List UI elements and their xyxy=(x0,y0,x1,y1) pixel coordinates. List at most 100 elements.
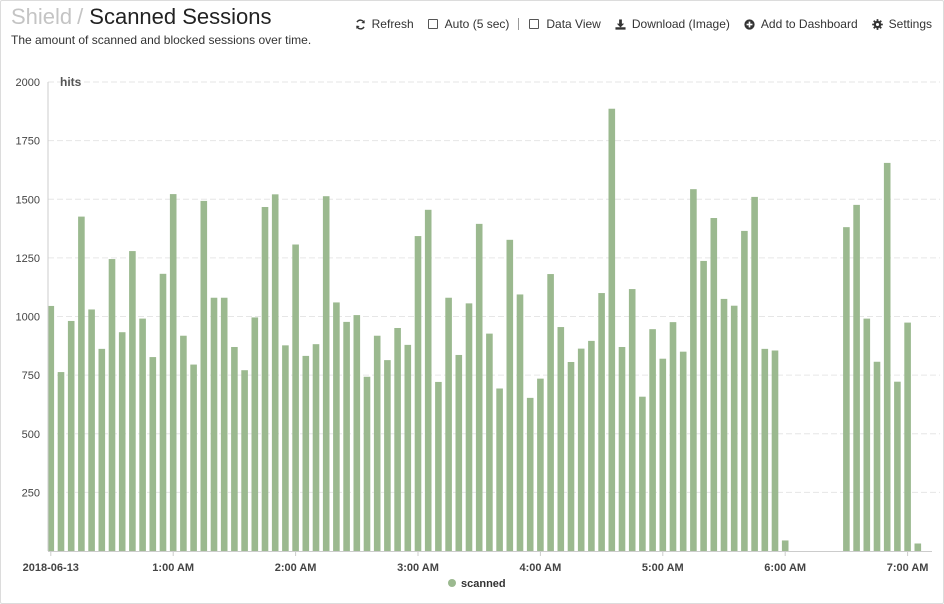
bar-scanned[interactable] xyxy=(292,244,299,552)
bar-scanned[interactable] xyxy=(628,289,636,551)
bar-scanned[interactable] xyxy=(741,230,748,551)
refresh-button[interactable]: Refresh xyxy=(355,17,414,31)
bar-scanned[interactable] xyxy=(394,327,401,551)
bar-scanned[interactable] xyxy=(843,227,850,551)
bar-scanned[interactable] xyxy=(435,381,442,551)
add-to-dashboard-button[interactable]: Add to Dashboard xyxy=(744,17,858,31)
bar-scanned[interactable] xyxy=(751,196,758,551)
bar-scanned[interactable] xyxy=(404,344,412,551)
bar-scanned[interactable] xyxy=(231,346,238,551)
bar-scanned[interactable] xyxy=(598,293,605,551)
bar-scanned[interactable] xyxy=(210,297,218,551)
bar-scanned[interactable] xyxy=(761,348,769,551)
bar-scanned[interactable] xyxy=(730,305,738,551)
legend-marker-scanned xyxy=(448,579,456,587)
bar-scanned[interactable] xyxy=(873,361,881,551)
bar-scanned[interactable] xyxy=(139,318,146,551)
bar-scanned[interactable] xyxy=(863,318,871,551)
bar-scanned[interactable] xyxy=(190,364,197,551)
bar-scanned[interactable] xyxy=(557,327,565,551)
bar-scanned[interactable] xyxy=(475,223,483,551)
bar-scanned[interactable] xyxy=(537,378,544,551)
bar-scanned[interactable] xyxy=(577,348,585,551)
bar-scanned[interactable] xyxy=(679,351,687,551)
bar-scanned[interactable] xyxy=(200,200,208,552)
refresh-icon xyxy=(355,18,365,30)
bar-scanned[interactable] xyxy=(271,194,279,551)
bar-scanned[interactable] xyxy=(108,259,116,551)
bar-scanned[interactable] xyxy=(129,251,136,551)
bar-scanned[interactable] xyxy=(57,372,65,551)
y-axis-label: hits xyxy=(60,75,82,89)
bar-scanned[interactable] xyxy=(241,370,248,551)
bar-scanned[interactable] xyxy=(384,360,391,551)
download-image-button[interactable]: Download (Image) xyxy=(615,17,730,31)
bar-scanned[interactable] xyxy=(353,315,361,551)
auto-refresh-toggle[interactable]: Auto (5 sec) xyxy=(427,17,510,31)
bar-scanned[interactable] xyxy=(853,204,860,552)
bar-scanned[interactable] xyxy=(883,162,891,551)
bar-scanned[interactable] xyxy=(363,376,371,551)
auto-refresh-checkbox[interactable] xyxy=(427,19,438,29)
bar-scanned[interactable] xyxy=(608,108,616,551)
bar-scanned[interactable] xyxy=(649,329,656,551)
bars xyxy=(47,108,922,552)
bar-scanned[interactable] xyxy=(180,335,187,551)
bar-scanned[interactable] xyxy=(159,273,167,551)
y-tick-label: 750 xyxy=(22,370,40,382)
bar-scanned[interactable] xyxy=(516,294,524,551)
bar-scanned[interactable] xyxy=(700,260,707,551)
bar-scanned[interactable] xyxy=(486,333,493,551)
data-view-checkbox[interactable] xyxy=(529,19,540,29)
bar-scanned[interactable] xyxy=(373,335,381,551)
bar-scanned[interactable] xyxy=(47,305,55,551)
bar-scanned[interactable] xyxy=(88,309,95,551)
bar-scanned[interactable] xyxy=(98,348,106,551)
bar-scanned[interactable] xyxy=(445,297,452,551)
y-tick-label: 500 xyxy=(22,429,40,441)
bar-scanned[interactable] xyxy=(669,322,677,551)
bar-scanned[interactable] xyxy=(322,196,330,551)
bar-scanned[interactable] xyxy=(781,540,789,551)
settings-button[interactable]: Settings xyxy=(871,17,932,31)
bar-scanned[interactable] xyxy=(414,236,422,551)
bar-scanned[interactable] xyxy=(78,216,85,551)
bar-scanned[interactable] xyxy=(67,320,75,551)
breadcrumb-parent[interactable]: Shield xyxy=(11,4,73,29)
bar-scanned[interactable] xyxy=(251,317,259,551)
bar-scanned[interactable] xyxy=(659,358,667,551)
bar-scanned[interactable] xyxy=(914,543,922,551)
bar-scanned[interactable] xyxy=(690,189,697,551)
bar-scanned[interactable] xyxy=(455,354,463,551)
bar-scanned[interactable] xyxy=(312,344,320,551)
bar-scanned[interactable] xyxy=(302,355,310,551)
legend[interactable]: scanned xyxy=(448,578,506,590)
bar-scanned[interactable] xyxy=(904,322,911,551)
settings-label: Settings xyxy=(888,17,932,31)
bar-scanned[interactable] xyxy=(343,321,350,551)
bar-scanned[interactable] xyxy=(496,388,503,551)
bar-scanned[interactable] xyxy=(588,340,595,551)
bar-scanned[interactable] xyxy=(149,357,157,551)
bar-scanned[interactable] xyxy=(771,350,779,551)
bar-scanned[interactable] xyxy=(333,302,340,551)
bar-scanned[interactable] xyxy=(220,297,228,551)
bar-scanned[interactable] xyxy=(720,298,728,551)
x-tick-label: 3:00 AM xyxy=(397,562,439,574)
bar-scanned[interactable] xyxy=(506,239,514,552)
bar-scanned[interactable] xyxy=(710,218,718,551)
bar-scanned[interactable] xyxy=(465,303,473,551)
bar-scanned[interactable] xyxy=(118,332,126,551)
bar-scanned[interactable] xyxy=(567,361,575,551)
data-view-toggle[interactable]: Data View xyxy=(529,17,601,31)
bar-scanned[interactable] xyxy=(639,396,646,551)
bar-scanned[interactable] xyxy=(618,346,626,551)
bar-scanned[interactable] xyxy=(424,209,432,552)
bar-scanned[interactable] xyxy=(282,345,289,551)
bar-scanned[interactable] xyxy=(526,397,534,551)
bar-scanned[interactable] xyxy=(894,381,901,551)
bar-scanned[interactable] xyxy=(169,194,177,551)
bar-scanned[interactable] xyxy=(547,274,554,551)
auto-refresh-label: Auto (5 sec) xyxy=(444,17,510,31)
bar-scanned[interactable] xyxy=(261,206,269,551)
